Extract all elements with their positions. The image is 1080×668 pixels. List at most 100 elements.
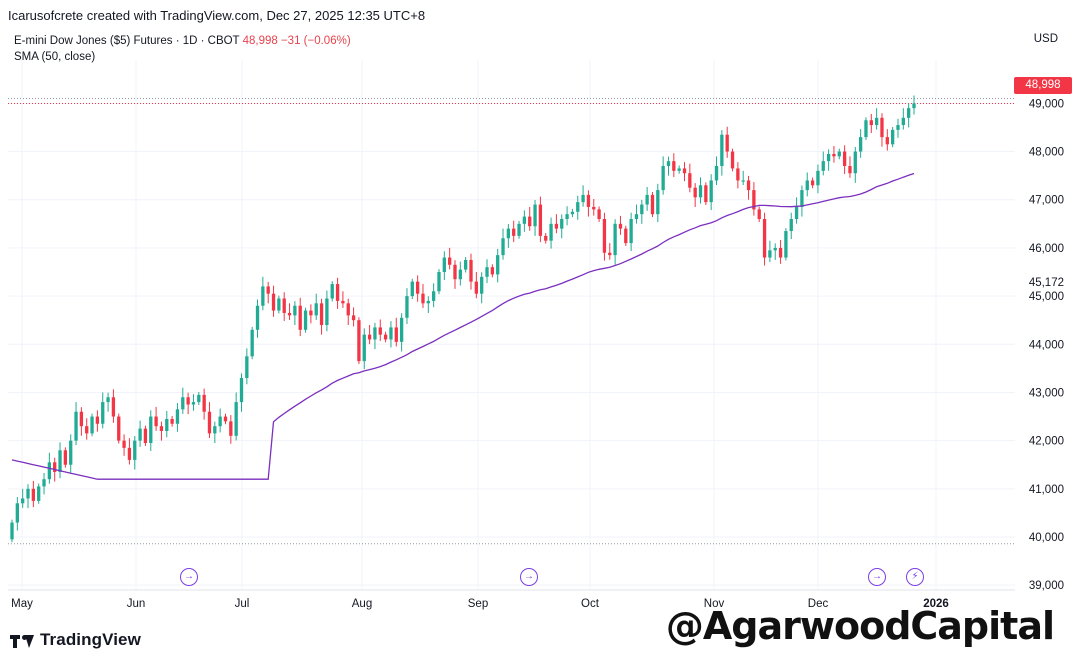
candle-body	[650, 194, 655, 215]
candle-body	[431, 291, 436, 301]
candle-body	[629, 219, 633, 244]
candle-body	[501, 238, 505, 256]
x-tick-label: Aug	[352, 598, 372, 610]
price-change: −31 (−0.06%)	[280, 35, 351, 47]
dividend-arrow-icon[interactable]: →	[520, 568, 538, 586]
candle-body	[111, 397, 116, 417]
marked-level-label: 45,172	[1029, 277, 1064, 289]
chart-legend: E-mini Dow Jones ($5) Futures · 1D · CBO…	[14, 33, 351, 65]
tradingview-logo-icon	[10, 633, 34, 648]
candle-body	[853, 151, 857, 174]
candle-body	[848, 166, 852, 174]
candle-body	[528, 216, 532, 227]
watermark-text: @AgarwoodCapital	[665, 604, 1055, 648]
candle-body	[800, 190, 804, 207]
candle-body	[394, 327, 398, 342]
chart-attribution: Icarusofcrete created with TradingView.c…	[8, 8, 426, 23]
candle-body	[261, 286, 265, 306]
candle-body	[127, 447, 132, 460]
candle-body	[453, 264, 457, 280]
candle-body	[496, 255, 500, 275]
candle-body	[117, 416, 121, 441]
symbol-description[interactable]: E-mini Dow Jones ($5) Futures · 1D · CBO…	[14, 35, 240, 47]
y-tick-label: 44,000	[1029, 339, 1064, 351]
candle-body	[816, 170, 820, 186]
y-tick-label: 42,000	[1029, 436, 1064, 448]
candle-body	[682, 168, 687, 174]
candle-body	[351, 315, 356, 321]
candle-body	[677, 168, 681, 171]
y-tick-label: 39,000	[1029, 580, 1064, 592]
candle-body	[826, 153, 831, 162]
candle-body	[805, 180, 809, 191]
candle-body	[586, 194, 591, 207]
y-tick-label: 47,000	[1029, 195, 1064, 207]
currency-label[interactable]: USD	[1033, 33, 1058, 45]
candle-body	[90, 416, 94, 434]
candle-body	[778, 247, 783, 258]
candle-body	[714, 166, 719, 181]
candle-body	[464, 259, 468, 270]
candle-body	[165, 418, 169, 431]
candle-body	[170, 418, 174, 424]
dividend-arrow-icon[interactable]: →	[180, 568, 198, 586]
candle-body	[21, 498, 25, 504]
candle-body	[159, 426, 164, 431]
candle-body	[357, 320, 361, 362]
candle-body	[293, 305, 297, 316]
candle-body	[592, 206, 596, 210]
candle-body	[874, 117, 879, 126]
x-tick-label: Sep	[468, 598, 488, 610]
candle-body	[85, 426, 89, 434]
candle-body	[602, 219, 607, 253]
candle-body	[309, 310, 313, 316]
y-tick-label: 49,000	[1029, 98, 1064, 110]
candle-body	[890, 129, 895, 145]
candle-body	[287, 312, 292, 316]
candle-body	[271, 293, 276, 311]
candle-body	[335, 284, 340, 301]
candle-body	[757, 209, 761, 219]
candle-body	[410, 281, 414, 297]
lightning-icon[interactable]: ⚡	[906, 568, 924, 586]
candle-body	[784, 231, 788, 258]
last-price: 48,998	[242, 35, 278, 47]
candle-body	[746, 180, 751, 191]
tradingview-logo: TradingView	[10, 630, 141, 650]
candle-body	[181, 397, 185, 410]
dividend-arrow-icon[interactable]: →	[868, 568, 886, 586]
candle-body	[485, 267, 489, 277]
candle-body	[303, 310, 308, 330]
indicator-label[interactable]: SMA (50, close)	[14, 51, 96, 63]
y-tick-label: 40,000	[1029, 532, 1064, 544]
candle-body	[74, 411, 78, 441]
candle-body	[810, 180, 815, 186]
candle-body	[458, 269, 462, 280]
candle-body	[213, 426, 217, 434]
candle-body	[490, 267, 495, 275]
candle-body	[512, 228, 516, 236]
candle-body	[47, 462, 52, 480]
candle-body	[149, 416, 153, 444]
candle-body	[656, 190, 660, 215]
candle-body	[768, 250, 772, 258]
candle-body	[794, 206, 799, 219]
candle-body	[399, 317, 404, 342]
candle-body	[26, 488, 30, 499]
y-tick-label: 43,000	[1029, 387, 1064, 399]
candle-body	[421, 293, 425, 304]
candle-body	[885, 137, 889, 145]
candle-body	[907, 108, 911, 118]
candle-body	[10, 522, 14, 540]
candle-body	[245, 356, 249, 378]
candle-body	[837, 151, 841, 157]
candle-body	[725, 134, 729, 152]
candle-body	[565, 214, 569, 219]
candle-body	[154, 416, 158, 427]
x-tick-label: May	[11, 598, 33, 610]
x-tick-label: Oct	[581, 598, 600, 610]
candle-body	[282, 298, 286, 313]
candle-body	[613, 223, 617, 256]
x-tick-label: Nov	[704, 598, 725, 610]
